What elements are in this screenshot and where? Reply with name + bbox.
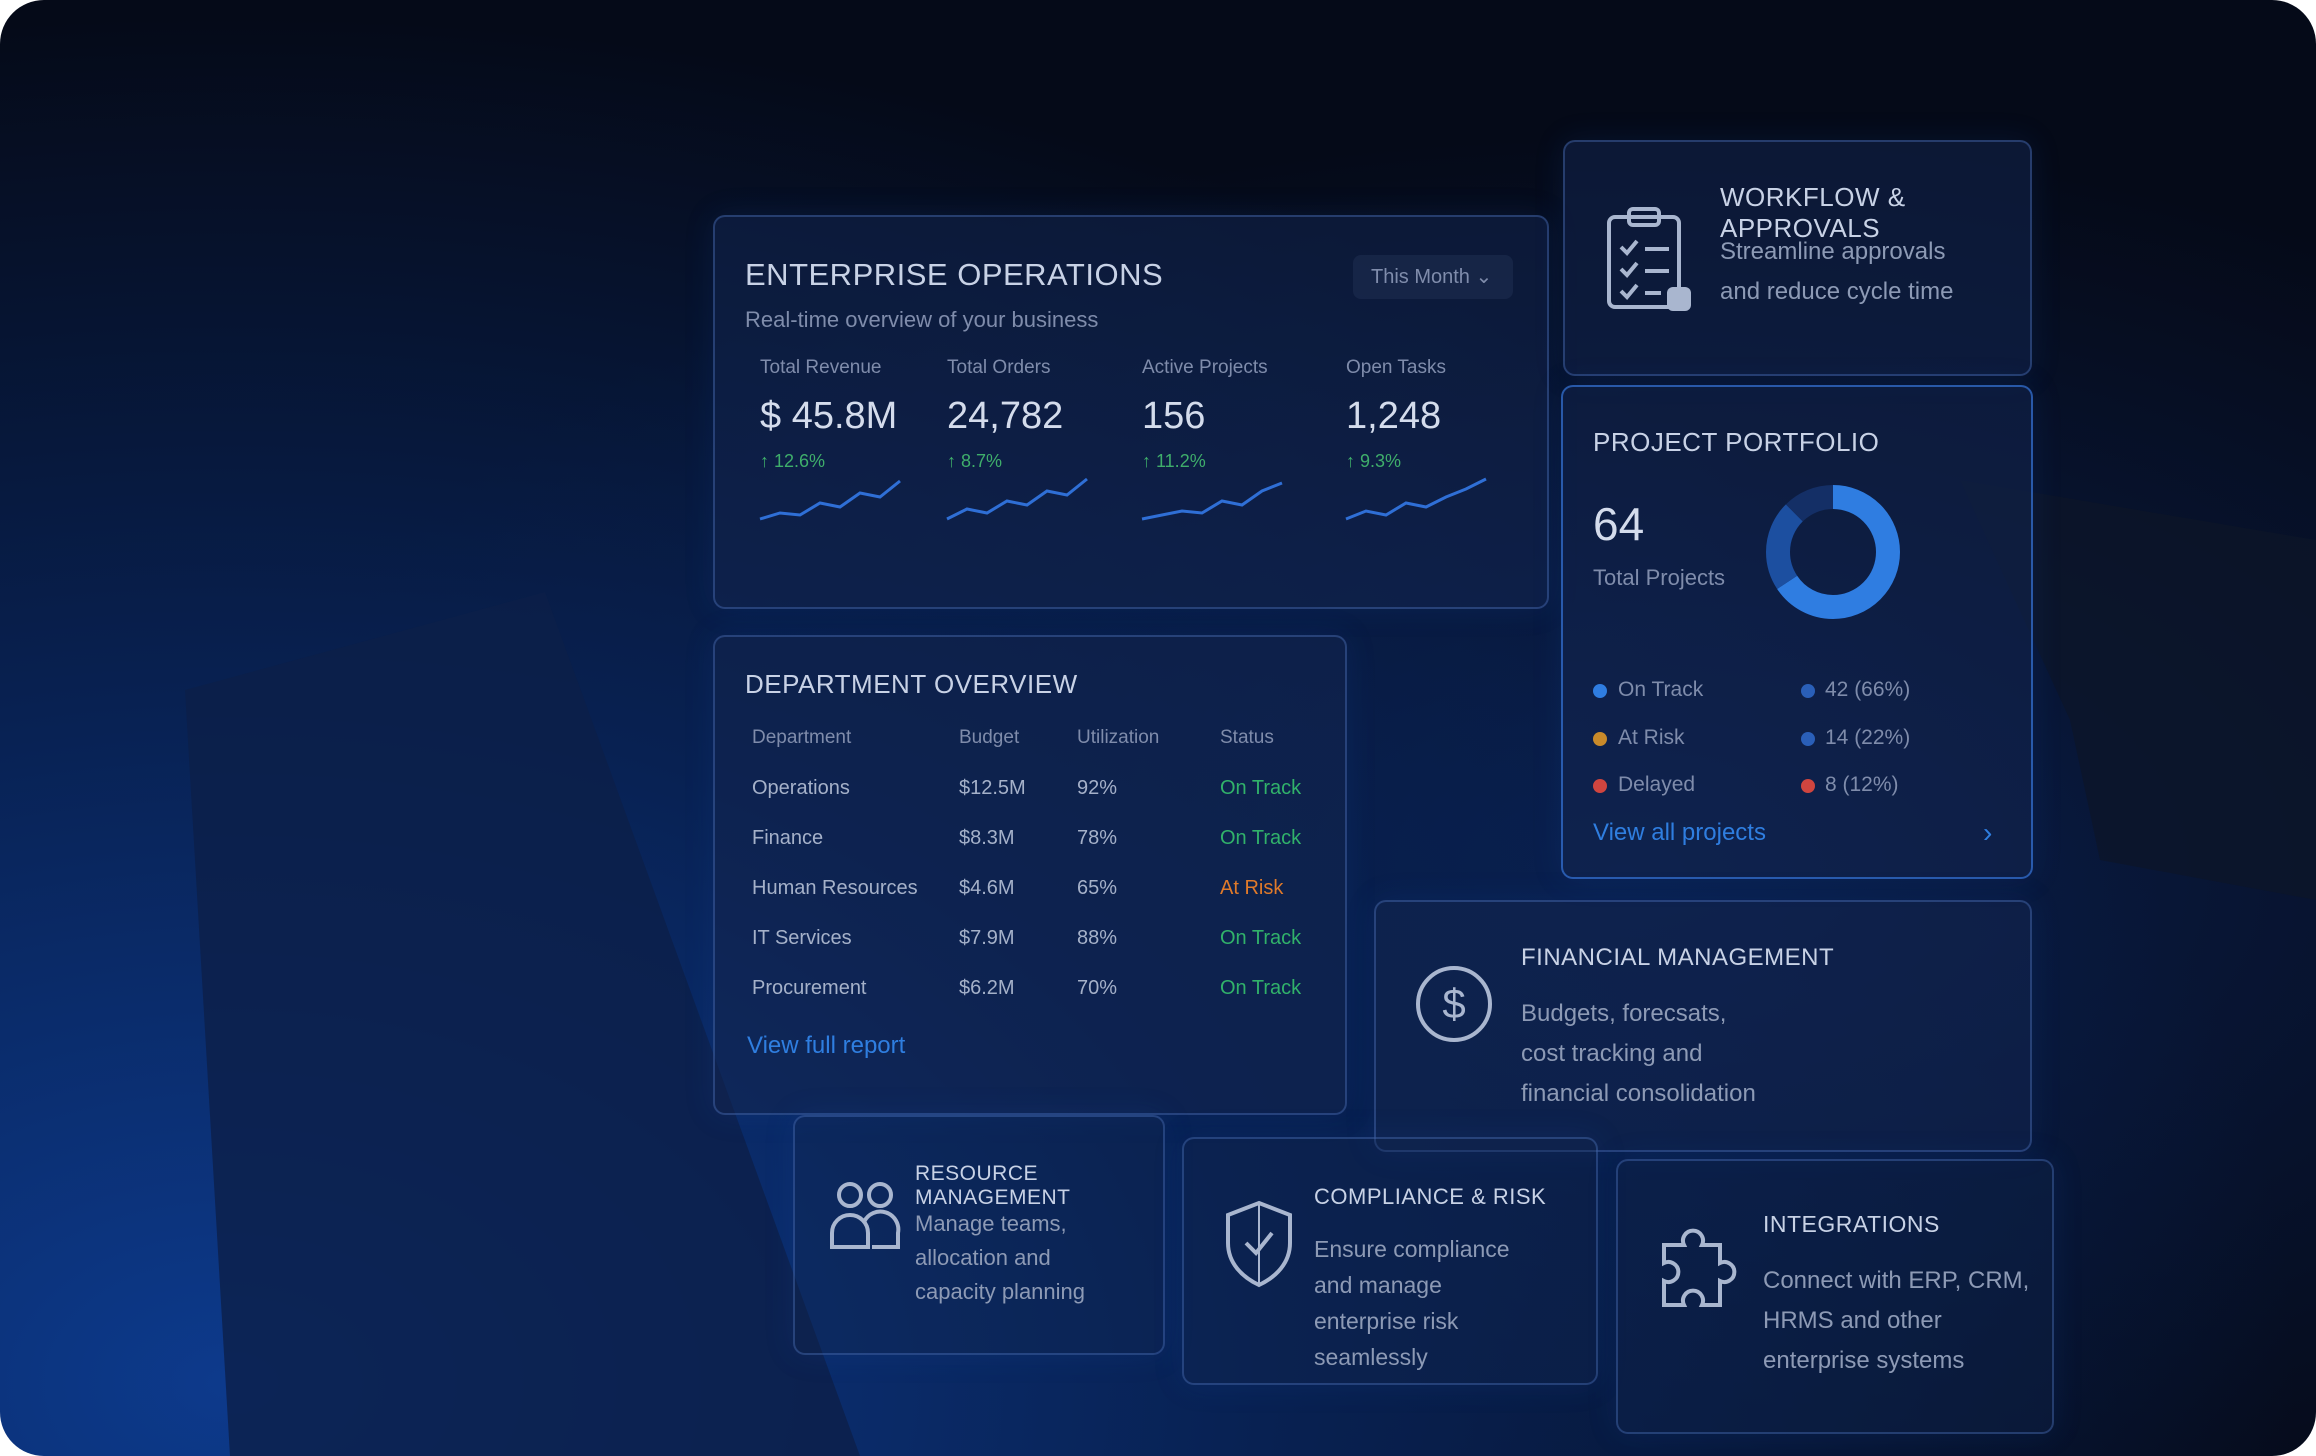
total-projects-value: 64 [1593,498,1645,550]
sparkline-path [946,477,1088,521]
workflow-panel: WORKFLOW & APPROVALS Streamline approval… [1563,140,2032,376]
kpi-value: $ 45.8M [760,395,898,437]
card-title: INTEGRATIONS [1763,1211,1940,1237]
value-dot [1801,779,1815,793]
table-cell: Human Resources [752,877,918,899]
table-cell: 65% [1077,877,1118,899]
panel-title: PROJECT PORTFOLIO [1593,427,1880,457]
period-dropdown[interactable]: This Month ⌄ [1353,255,1513,299]
view-all-projects-link[interactable]: View all projects [1593,819,1766,846]
kpi-sparkline [1345,477,1487,521]
card-description: Connect with ERP, CRM, HRMS and other en… [1763,1267,2030,1374]
period-label[interactable]: This Month [1371,266,1470,288]
total-projects-label: Total Projects [1593,565,1726,590]
table-cell: Finance [752,827,824,849]
kpi-label: Total Revenue [760,357,882,378]
financial-panel: $ FINANCIAL MANAGEMENT Budgets, forecsat… [1374,900,2032,1152]
status-cell: On Track [1220,827,1302,849]
kpi-value: 1,248 [1346,395,1442,437]
dollar-icon: $ [1416,966,1492,1042]
sparkline-path [1141,481,1283,521]
donut-segment [1766,485,1900,619]
kpi-sparkline [759,479,901,521]
table-cell: 78% [1077,827,1118,849]
status-cell: On Track [1220,977,1302,999]
kpi-change: ↑ 9.3% [1346,451,1402,471]
kpi-change: ↑ 11.2% [1142,451,1206,471]
resource-panel: RESOURCE MANAGEMENT Manage teams, alloca… [793,1115,1165,1355]
value-dot [1801,732,1815,746]
kpi-change: ↑ 8.7% [947,451,1003,471]
card-description: Budgets, forecsats, cost tracking and fi… [1521,1000,1756,1107]
chevron-icon[interactable]: › [1983,817,1993,848]
status-cell: On Track [1220,777,1302,799]
card-title: RESOURCE MANAGEMENT [915,1162,1071,1209]
legend-value: 42 (66%) [1825,678,1911,701]
status-cell: On Track [1220,927,1302,949]
legend-dot [1593,684,1607,698]
compliance-panel: COMPLIANCE & RISK Ensure compliance and … [1182,1137,1598,1385]
people-icon [830,1182,901,1249]
legend-dot [1593,732,1607,746]
clipboard-icon [1607,207,1691,311]
card-description: Ensure compliance and manage enterprise … [1314,1236,1510,1370]
table-header: Utilization [1077,727,1160,748]
kpi-change: ↑ 12.6% [760,451,826,471]
legend-label: Delayed [1618,773,1696,796]
donut-segment [1766,485,1900,619]
legend-dot [1593,779,1607,793]
integrations-panel: INTEGRATIONS Connect with ERP, CRM, HRMS… [1616,1159,2054,1434]
sparkline-path [759,479,901,521]
table-cell: $4.6M [959,877,1015,899]
legend-value: 14 (22%) [1825,726,1911,749]
table-header: Department [752,727,852,748]
card-title: WORKFLOW & APPROVALS [1720,182,1906,243]
table-cell: Procurement [752,977,867,999]
table-cell: IT Services [752,927,852,949]
legend-label: At Risk [1618,726,1685,749]
table-cell: 92% [1077,777,1118,799]
puzzle-icon [1662,1228,1737,1307]
shield-icon [1226,1200,1292,1288]
svg-text:$: $ [1442,980,1465,1027]
portfolio-donut [1766,485,1900,619]
panel-title: ENTERPRISE OPERATIONS [745,257,1164,292]
sparkline-path [1345,477,1487,521]
value-dot [1801,684,1815,698]
table-header: Status [1220,727,1274,748]
table-cell: $12.5M [959,777,1026,799]
table-cell: Operations [752,777,850,799]
card-title: COMPLIANCE & RISK [1314,1184,1547,1209]
table-cell: 88% [1077,927,1118,949]
view-full-report-link[interactable]: View full report [747,1032,906,1059]
kpi-label: Total Orders [947,357,1051,378]
portfolio-panel: PROJECT PORTFOLIO 64 Total Projects On T… [1561,385,2033,879]
table-cell: $6.2M [959,977,1015,999]
table-cell: $8.3M [959,827,1015,849]
card-description: Manage teams, allocation and capacity pl… [915,1211,1086,1304]
kpi-sparkline [1141,481,1283,521]
card-title: FINANCIAL MANAGEMENT [1521,944,1835,971]
panel-subtitle: Real-time overview of your business [745,307,1099,332]
card-description: Streamline approvals and reduce cycle ti… [1720,238,1954,305]
status-cell: At Risk [1220,877,1284,899]
kpi-label: Open Tasks [1346,357,1446,378]
table-cell: 70% [1077,977,1118,999]
kpi-value: 156 [1142,395,1206,437]
table-header: Budget [959,727,1020,748]
panel-title: DEPARTMENT OVERVIEW [745,669,1078,699]
kpi-label: Active Projects [1142,357,1268,378]
legend-label: On Track [1618,678,1704,701]
table-cell: $7.9M [959,927,1015,949]
department-panel: DEPARTMENT OVERVIEW Department Budget Util… [713,635,1347,1115]
operations-panel: ENTERPRISE OPERATIONS Real-time overview… [713,215,1549,609]
kpi-sparkline [946,477,1088,521]
kpi-value: 24,782 [947,395,1064,437]
legend-value: 8 (12%) [1825,773,1899,796]
